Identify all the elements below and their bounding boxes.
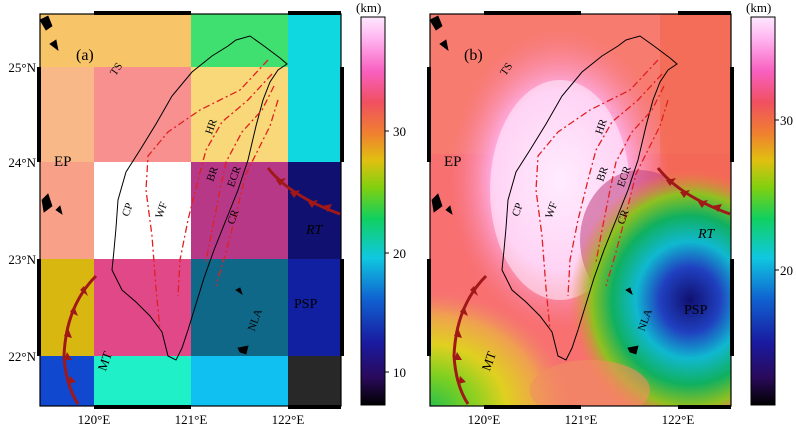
panel-a-grid-cells <box>40 14 341 406</box>
colorbar-tick-20: 20 <box>780 263 793 278</box>
lon-tick-121: 121°E <box>175 412 208 427</box>
lat-tick-23: 23°N <box>8 252 36 267</box>
region-cr: CR <box>615 208 632 227</box>
region-labels: TS EP CP WF HR BR ECR CR RT PSP NLA MT <box>54 61 324 373</box>
colorbar-unit: (km) <box>746 0 771 15</box>
region-hr: HR <box>203 117 220 136</box>
region-ep: EP <box>54 154 72 170</box>
fault-lines <box>535 59 669 331</box>
region-rt: RT <box>697 227 716 242</box>
region-hr: HR <box>593 117 610 136</box>
region-mt: MT <box>94 349 115 373</box>
islands <box>40 15 249 355</box>
region-wf: WF <box>153 200 170 220</box>
colorbar-unit: (km) <box>356 0 381 15</box>
colorbar-tick-30: 30 <box>780 113 793 128</box>
colorbar-b: (km) 30 20 <box>746 0 793 406</box>
fault-lines <box>145 59 279 331</box>
islands <box>430 15 639 355</box>
trench-teeth <box>64 178 332 384</box>
region-psp: PSP <box>684 303 708 318</box>
region-cp: CP <box>120 201 136 218</box>
lon-tick-labels: 120°E 121°E 122°E <box>78 412 305 427</box>
frame-ticks-b <box>427 11 734 409</box>
colorbar-tick-20: 20 <box>393 246 406 261</box>
region-br: BR <box>205 165 222 184</box>
region-br: BR <box>595 165 612 184</box>
lon-tick-122: 122°E <box>662 412 695 427</box>
region-psp: PSP <box>294 297 318 312</box>
panel-label: (a) <box>76 47 94 64</box>
region-wf: WF <box>543 200 560 220</box>
panel-label: (b) <box>464 47 483 64</box>
lat-tick-25: 25°N <box>8 60 36 75</box>
lon-tick-120: 120°E <box>468 412 501 427</box>
lon-tick-122: 122°E <box>272 412 305 427</box>
colorbar-a: (km) 30 20 10 <box>356 0 406 406</box>
taiwan-coastline <box>501 35 678 361</box>
lat-tick-22: 22°N <box>8 349 36 364</box>
frame-ticks-a <box>37 11 344 409</box>
taiwan-coastline <box>111 35 288 361</box>
lon-tick-121: 121°E <box>565 412 598 427</box>
region-ep: EP <box>444 154 462 170</box>
lat-tick-24: 24°N <box>8 155 36 170</box>
panel-a: (a) 25°N 24°N 23°N 22°N 120°E 121°E 122°… <box>8 11 344 427</box>
colorbar-tick-10: 10 <box>393 365 406 380</box>
lon-tick-120: 120°E <box>78 412 111 427</box>
region-cp: CP <box>510 201 526 218</box>
panel-b-depth-field <box>430 14 731 406</box>
lat-tick-labels: 25°N 24°N 23°N 22°N <box>8 60 36 364</box>
panel-b: (b) 120°E 121°E 122°E TS EP CP WF HR BR … <box>427 11 734 427</box>
region-cr: CR <box>225 208 242 227</box>
region-rt: RT <box>305 223 324 238</box>
region-mt: MT <box>478 349 499 373</box>
lon-tick-labels: 120°E 121°E 122°E <box>468 412 695 427</box>
colorbar-tick-30: 30 <box>393 124 406 139</box>
trench-teeth <box>454 178 722 384</box>
